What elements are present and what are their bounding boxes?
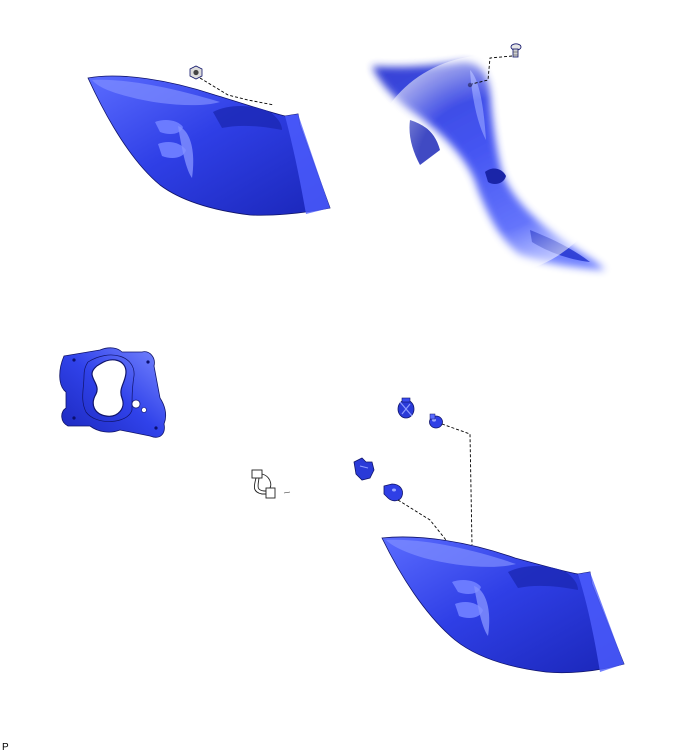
tail-light-assembly-bottom — [381, 536, 625, 674]
corner-label: P — [2, 742, 9, 753]
gasket-icon — [59, 347, 167, 438]
bulb-icon-lower — [383, 483, 403, 502]
leader-line-nut — [199, 77, 275, 106]
leader-line-clip — [471, 55, 513, 85]
vehicle-body-panel — [370, 55, 610, 275]
bulb-socket-icon-lower — [353, 457, 375, 481]
lamp-lens-ridge-upper — [155, 119, 183, 135]
leader-line-bulb-lower — [397, 499, 447, 541]
hex-nut-icon — [189, 65, 203, 80]
bulb-icon-upper — [429, 413, 443, 429]
leader-line-bulb-upper — [441, 423, 473, 546]
clip-screw-icon — [510, 43, 522, 58]
bulb-socket-icon-upper — [397, 397, 415, 419]
tail-light-assembly-top — [87, 75, 331, 216]
lamp-lens-ridge-lower — [158, 142, 186, 158]
wire-harness-icon — [251, 469, 291, 499]
lamp-lens-ridge-lower-bottom — [455, 602, 483, 618]
lamp-lens-ridge-upper-bottom — [452, 579, 481, 595]
